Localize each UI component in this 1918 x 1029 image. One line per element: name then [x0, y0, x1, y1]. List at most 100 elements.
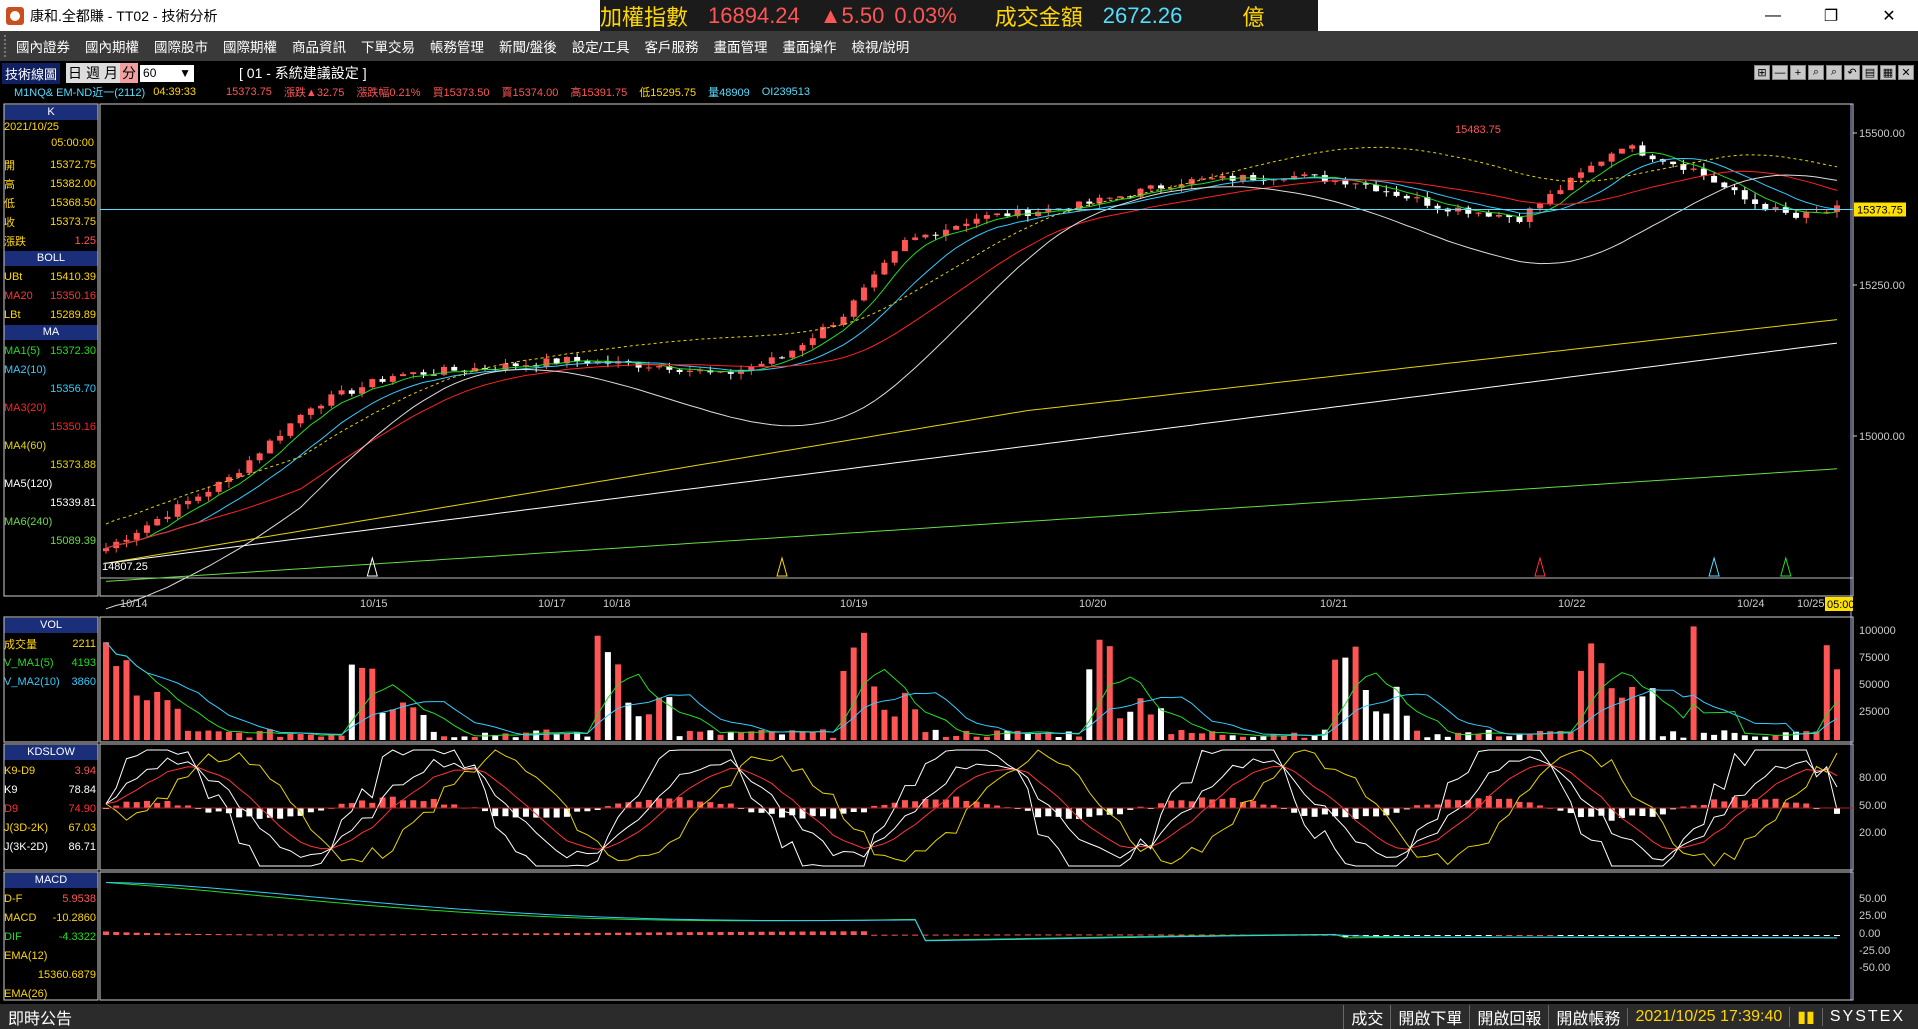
candle-body — [1311, 174, 1318, 176]
kd-histogram-bar — [1260, 804, 1267, 808]
ma-row: MA5(120) — [4, 477, 53, 490]
candle-body — [410, 372, 417, 375]
candle-body — [1147, 185, 1154, 189]
menu-item[interactable]: 設定/工具 — [571, 40, 630, 55]
minimize-button[interactable]: — — [1765, 6, 1781, 24]
macd-histogram-bar — [1076, 934, 1083, 936]
volume-bar — [133, 695, 140, 740]
volume-axis-label: 100000 — [1859, 625, 1896, 637]
menu-item[interactable]: 新聞/盤後 — [499, 40, 557, 55]
period-day[interactable]: 日 — [68, 65, 83, 81]
menu-item[interactable]: 畫面操作 — [782, 40, 837, 55]
ma240-line — [105, 468, 1838, 582]
candle-body — [1803, 212, 1810, 218]
open-order-button[interactable]: 開啟下單 — [1390, 1004, 1469, 1029]
menu-item[interactable]: 畫面管理 — [713, 40, 768, 55]
close-button[interactable]: ✕ — [1882, 7, 1896, 25]
interval-select[interactable]: 60 ▼ — [140, 64, 195, 82]
candle-body — [1516, 217, 1523, 223]
zoom-in-icon[interactable]: ⌕ — [1826, 65, 1842, 80]
macd-histogram-bar — [1096, 934, 1103, 936]
menu-item[interactable]: 客戶服務 — [644, 40, 699, 55]
kd-histogram-bar — [1362, 808, 1369, 817]
volume-bar — [871, 686, 878, 740]
candle-body — [1793, 212, 1800, 218]
print-icon[interactable]: ▦ — [1880, 65, 1896, 80]
menu-item[interactable]: 國際期權 — [223, 40, 277, 55]
volume-bar — [615, 664, 622, 740]
period-minute[interactable]: 分 — [120, 63, 139, 83]
macd-histogram-bar — [727, 931, 734, 935]
menu-item[interactable]: 國內證券 — [16, 40, 70, 55]
candle-body — [1588, 165, 1595, 173]
volume-bar — [430, 731, 437, 740]
candle-body — [1731, 187, 1738, 191]
macd-histogram-bar — [912, 934, 919, 936]
open-report-button[interactable]: 開啟回報 — [1469, 1004, 1548, 1029]
menu-item[interactable]: 檢視/說明 — [851, 40, 910, 55]
volume-bar — [1291, 732, 1298, 740]
volume-bar — [727, 732, 734, 740]
close-chart-icon[interactable]: ✕ — [1898, 65, 1914, 80]
candle-body — [1362, 183, 1369, 185]
kd-histogram-bar — [256, 808, 263, 819]
macd-histogram-bar — [256, 934, 263, 936]
volume-bar — [1536, 730, 1543, 740]
macd-histogram-bar — [1700, 935, 1707, 936]
zoom-out-icon[interactable]: ⌕ — [1808, 65, 1824, 80]
macd-histogram-bar — [1198, 934, 1205, 936]
plus-icon[interactable]: + — [1790, 65, 1806, 80]
announcement-button[interactable]: 即時公告 — [8, 1010, 73, 1028]
candle-body — [686, 370, 693, 372]
candle-body — [1557, 190, 1564, 194]
open-account-button[interactable]: 開啟帳務 — [1548, 1004, 1627, 1029]
kd-histogram-bar — [1762, 799, 1769, 808]
volume-bar — [881, 709, 888, 740]
period-month[interactable]: 月 — [104, 65, 119, 81]
trades-button[interactable]: 成交 — [1343, 1004, 1390, 1029]
period-selector: 日 週 月 分 — [66, 63, 139, 83]
kd-histogram-bar — [533, 808, 540, 818]
kd-histogram-bar — [1813, 808, 1820, 810]
macd-histogram-bar — [113, 931, 120, 935]
candle-body — [1065, 208, 1072, 211]
kd-histogram-bar — [1690, 805, 1697, 808]
save-icon[interactable]: ▤ — [1862, 65, 1878, 80]
kd-histogram-bar — [1373, 808, 1380, 817]
signal-marker — [1708, 556, 1720, 577]
chart-tab[interactable]: 技術線圖 — [2, 62, 61, 84]
candle-body — [1506, 214, 1513, 218]
macd-histogram-bar — [1147, 934, 1154, 936]
volume-bar — [1301, 737, 1308, 740]
menu-item[interactable]: 下單交易 — [361, 40, 415, 55]
macd-histogram-bar — [277, 934, 284, 936]
macd-histogram-bar — [1004, 934, 1011, 936]
undo-icon[interactable]: ↶ — [1844, 65, 1860, 80]
candle-body — [205, 491, 212, 497]
volume-bar — [779, 734, 786, 740]
candle-body — [901, 239, 908, 252]
kd-histogram-bar — [1506, 798, 1513, 808]
volume-bar — [912, 709, 919, 740]
period-week[interactable]: 週 — [86, 65, 101, 81]
maximize-button[interactable]: ❐ — [1823, 7, 1839, 25]
candle-body — [819, 326, 826, 339]
menu-item[interactable]: 帳務管理 — [430, 40, 484, 55]
menu-item[interactable]: 國內期權 — [85, 40, 139, 55]
volume-bar — [1250, 736, 1257, 740]
layout-icon[interactable]: ⊞ — [1754, 65, 1770, 80]
menu-item[interactable]: 商品資訊 — [292, 40, 346, 55]
date-axis-label: 10/21 — [1320, 598, 1348, 610]
menu-item[interactable]: 國際股市 — [154, 40, 208, 55]
volume-bar — [1362, 689, 1369, 740]
volume-bar — [328, 734, 335, 740]
macd-histogram-bar — [400, 934, 407, 936]
volume-bar — [1004, 730, 1011, 740]
volume-bar — [758, 729, 765, 740]
macd-histogram-bar — [901, 934, 908, 936]
volume-axis-label: 50000 — [1859, 679, 1890, 691]
macd-histogram-bar — [922, 934, 929, 936]
setting-label[interactable]: [ 01 - 系統建議設定 ] — [239, 65, 367, 81]
minus-icon[interactable]: — — [1772, 65, 1788, 80]
